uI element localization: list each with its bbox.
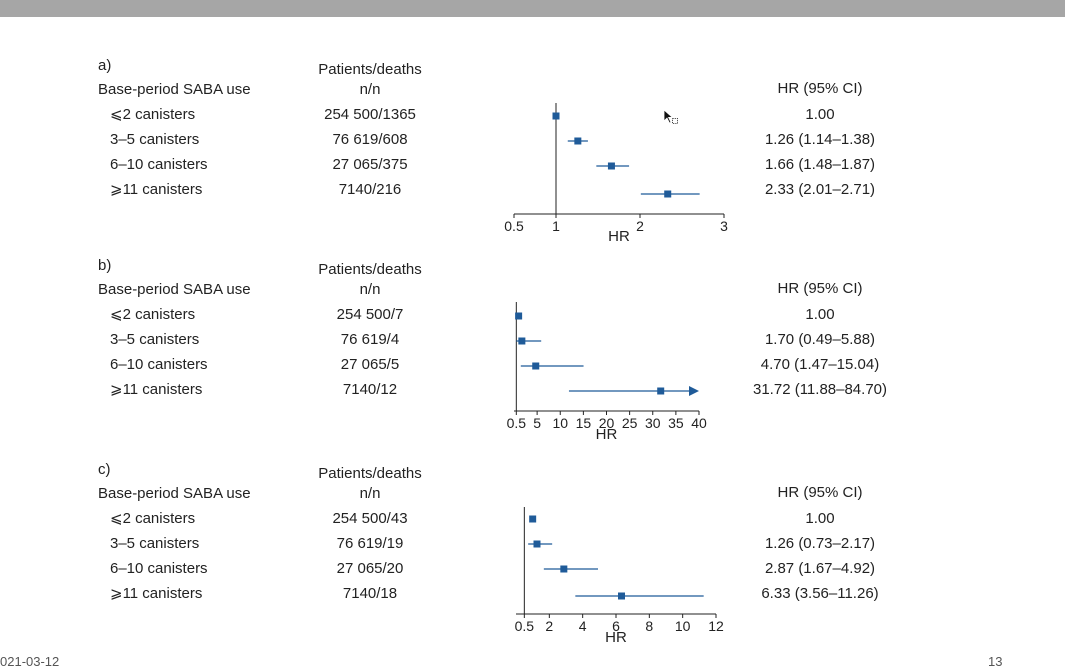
mouse-cursor-icon — [663, 109, 678, 124]
col-header-hr-ci: HR (95% CI) — [777, 484, 863, 501]
row-saba-use: ⩾11 canisters — [110, 181, 203, 198]
col-header-n-n: n/n — [359, 81, 381, 98]
hr-marker — [618, 592, 625, 600]
x-tick-label: 2 — [545, 618, 553, 634]
row-hr-ci: 1.70 (0.49–5.88) — [764, 331, 876, 348]
col-header-saba-use: Base-period SABA use — [98, 281, 251, 298]
panel-label: b) — [98, 257, 112, 274]
forest-plot-a: 0.5 1 2 3 HR — [504, 103, 728, 245]
col-header-saba-use: Base-period SABA use — [98, 81, 251, 98]
row-hr-ci: 1.66 (1.48–1.87) — [764, 156, 876, 173]
row-saba-use: 3–5 canisters — [110, 535, 200, 552]
row-patients-deaths: 254 500/43 — [332, 510, 408, 527]
x-tick-label: 0.5 — [515, 618, 535, 634]
hr-marker — [529, 515, 537, 523]
x-tick-label: 40 — [691, 415, 707, 431]
panel-label: c) — [98, 461, 111, 478]
hr-marker — [560, 565, 568, 573]
x-tick-label: 2 — [636, 218, 644, 234]
col-header-patients-deaths: Patients/deaths — [318, 261, 422, 278]
hr-marker — [657, 387, 665, 395]
x-tick-label: 12 — [708, 618, 724, 634]
x-tick-label: 10 — [552, 415, 568, 431]
x-tick-label: 20 — [599, 415, 615, 431]
row-patients-deaths: 7140/12 — [342, 381, 398, 398]
x-tick-label: 8 — [645, 618, 653, 634]
row-patients-deaths: 254 500/1365 — [324, 106, 416, 123]
hr-marker — [532, 362, 540, 370]
row-patients-deaths: 7140/18 — [342, 585, 398, 602]
row-patients-deaths: 76 619/608 — [332, 131, 408, 148]
row-hr-ci: 31.72 (11.88–84.70) — [753, 381, 887, 398]
row-hr-ci: 1.00 — [805, 510, 835, 527]
row-saba-use: 3–5 canisters — [110, 331, 200, 348]
x-tick-label: 0.5 — [504, 218, 524, 234]
x-tick-label: 15 — [576, 415, 592, 431]
top-bar — [0, 0, 1065, 17]
forest-plot-c: 0.5 2 4 6 8 10 12 HR — [515, 507, 724, 646]
row-saba-use: ⩽2 canisters — [110, 510, 196, 527]
slide-date: 021-03-12 — [0, 654, 60, 669]
row-saba-use: ⩾11 canisters — [110, 585, 203, 602]
row-saba-use: 3–5 canisters — [110, 131, 200, 148]
x-tick-label: 30 — [645, 415, 661, 431]
panel-label: a) — [98, 57, 112, 74]
row-patients-deaths: 27 065/5 — [340, 356, 400, 373]
hr-marker — [664, 190, 672, 198]
row-patients-deaths: 76 619/19 — [336, 535, 404, 552]
hr-marker — [574, 137, 582, 145]
x-tick-label: 6 — [612, 618, 620, 634]
row-patients-deaths: 7140/216 — [338, 181, 402, 198]
x-tick-label: 3 — [720, 218, 728, 234]
row-hr-ci: 6.33 (3.56–11.26) — [761, 585, 879, 602]
x-axis-label: HR — [608, 228, 630, 245]
row-saba-use: 6–10 canisters — [110, 356, 208, 373]
slide-page-number: 13 — [988, 654, 1003, 669]
col-header-n-n: n/n — [359, 485, 381, 502]
row-hr-ci: 2.87 (1.67–4.92) — [764, 560, 876, 577]
row-hr-ci: 1.00 — [805, 106, 835, 123]
x-axis-label: HR — [596, 426, 618, 443]
row-saba-use: ⩽2 canisters — [110, 106, 196, 123]
row-hr-ci: 2.33 (2.01–2.71) — [764, 181, 876, 198]
x-tick-label: 0.5 — [507, 415, 527, 431]
hr-marker — [518, 337, 526, 345]
ci-truncation-arrow — [689, 386, 699, 396]
hr-marker — [533, 540, 541, 548]
row-patients-deaths: 76 619/4 — [340, 331, 400, 348]
row-hr-ci: 1.26 (0.73–2.17) — [764, 535, 876, 552]
col-header-saba-use: Base-period SABA use — [98, 485, 251, 502]
row-hr-ci: 1.00 — [805, 306, 835, 323]
col-header-patients-deaths: Patients/deaths — [318, 465, 422, 482]
row-patients-deaths: 27 065/375 — [332, 156, 408, 173]
x-tick-label: 4 — [579, 618, 587, 634]
x-tick-label: 1 — [552, 218, 560, 234]
row-hr-ci: 4.70 (1.47–15.04) — [760, 356, 880, 373]
row-saba-use: ⩾11 canisters — [110, 381, 203, 398]
x-tick-label: 5 — [533, 415, 541, 431]
x-tick-label: 25 — [622, 415, 638, 431]
row-saba-use: ⩽2 canisters — [110, 306, 196, 323]
col-header-patients-deaths: Patients/deaths — [318, 61, 422, 78]
col-header-hr-ci: HR (95% CI) — [777, 280, 863, 297]
hr-marker — [607, 162, 615, 170]
x-tick-label: 10 — [675, 618, 691, 634]
row-patients-deaths: 254 500/7 — [336, 306, 404, 323]
row-hr-ci: 1.26 (1.14–1.38) — [764, 131, 876, 148]
row-saba-use: 6–10 canisters — [110, 156, 208, 173]
col-header-hr-ci: HR (95% CI) — [777, 80, 863, 97]
hr-marker — [515, 312, 523, 320]
row-saba-use: 6–10 canisters — [110, 560, 208, 577]
x-tick-label: 35 — [668, 415, 684, 431]
x-axis-label: HR — [605, 629, 627, 646]
forest-plot-b: 0.5 5 10 15 20 25 30 35 40 HR — [507, 302, 707, 443]
hr-marker — [552, 112, 560, 120]
col-header-n-n: n/n — [359, 281, 381, 298]
row-patients-deaths: 27 065/20 — [336, 560, 404, 577]
